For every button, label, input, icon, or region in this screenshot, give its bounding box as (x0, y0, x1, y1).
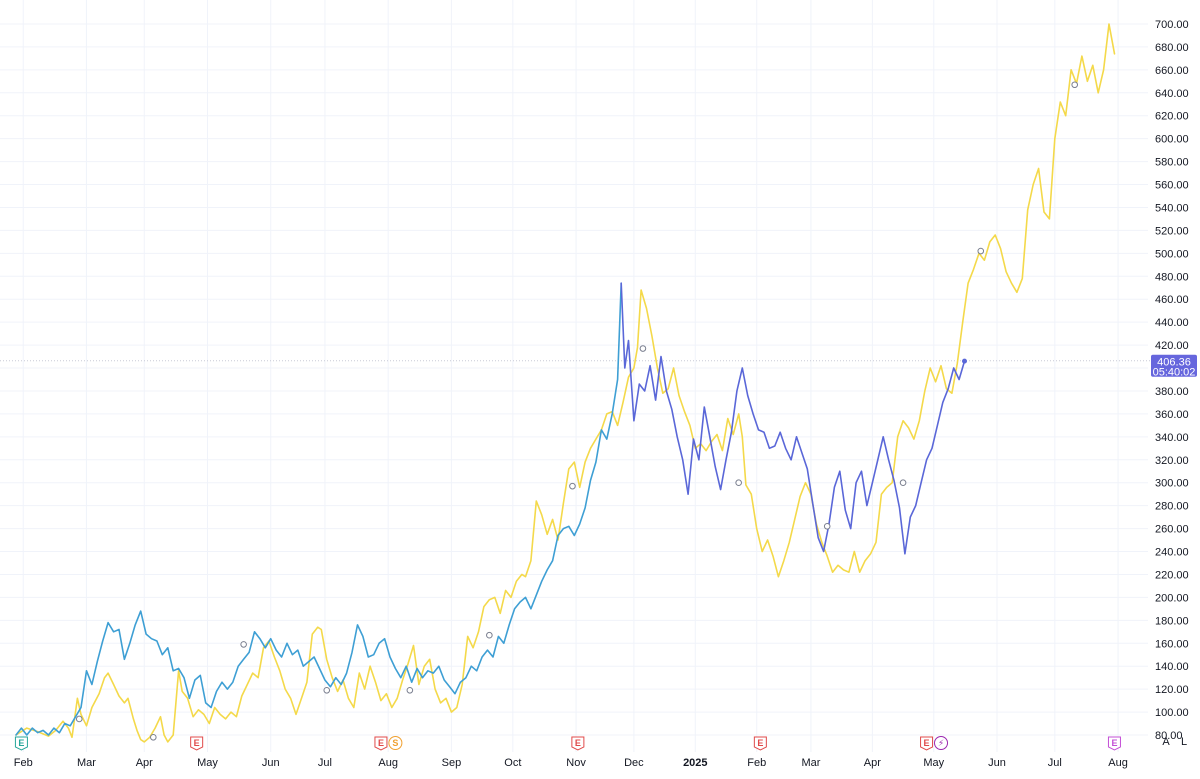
y-tick-label: 100.00 (1155, 707, 1189, 719)
y-tick-label: 560.00 (1155, 180, 1189, 192)
event-marker[interactable]: ⚡ (934, 736, 949, 750)
last-price-tag: 406.36 05:40:02 (1151, 354, 1197, 379)
y-axis[interactable]: 80.00 100.00 120.00 140.00 160.00 180.00 200.0… (1155, 19, 1189, 742)
event-marker-label: ⚡ (938, 738, 944, 748)
y-tick-label: 240.00 (1155, 547, 1189, 559)
y-tick-label: 500.00 (1155, 248, 1189, 260)
auto-scale-button[interactable]: A (1162, 736, 1170, 748)
y-tick-label: 600.00 (1155, 134, 1189, 146)
series-line-1 (15, 282, 622, 736)
y-tick-label: 360.00 (1155, 409, 1189, 421)
x-tick-label: Sep (442, 757, 462, 769)
y-tick-label: 420.00 (1155, 340, 1189, 352)
marker-dot[interactable] (823, 522, 831, 530)
event-marker[interactable]: E (374, 736, 388, 751)
marker-dot[interactable] (486, 631, 493, 639)
grid (0, 0, 1148, 752)
y-tick-label: 260.00 (1155, 524, 1189, 536)
marker-dot[interactable] (735, 479, 742, 486)
log-scale-button[interactable]: L (1181, 736, 1187, 748)
marker-dot[interactable] (899, 479, 907, 486)
x-tick-label: Jun (988, 757, 1006, 769)
countdown-value: 05:40:02 (1153, 367, 1196, 379)
last-price-dot (962, 358, 967, 364)
event-marker-label: E (1111, 738, 1117, 748)
event-marker-label: E (18, 738, 24, 748)
event-marker[interactable]: E (571, 736, 585, 751)
y-tick-label: 380.00 (1155, 386, 1189, 398)
event-marker[interactable]: S (388, 736, 403, 750)
event-marker[interactable]: E (753, 736, 767, 751)
auto-scale-label[interactable]: A (1162, 736, 1170, 748)
y-tick-label: 580.00 (1155, 157, 1189, 169)
x-tick-label: Jun (262, 757, 280, 769)
y-tick-label: 540.00 (1155, 202, 1189, 214)
y-tick-label: 480.00 (1155, 271, 1189, 283)
event-marker-label: E (378, 738, 384, 748)
x-tick-label: Feb (14, 757, 33, 769)
marker-dot[interactable] (323, 686, 331, 694)
marker-dot[interactable] (639, 345, 647, 352)
y-tick-label: 280.00 (1155, 501, 1189, 513)
y-tick-label: 700.00 (1155, 19, 1189, 31)
x-tick-label: Mar (801, 757, 820, 769)
x-tick-label: May (923, 757, 944, 769)
series-line-0 (15, 23, 1116, 743)
y-tick-label: 120.00 (1155, 684, 1189, 696)
series-lines (15, 23, 1116, 743)
y-tick-label: 160.00 (1155, 638, 1189, 650)
x-tick-label: Nov (566, 757, 586, 769)
y-tick-label: 520.00 (1155, 225, 1189, 237)
x-tick-label: Jul (1048, 757, 1062, 769)
y-tick-label: 320.00 (1155, 455, 1189, 467)
x-tick-label: Mar (77, 757, 96, 769)
marker-dot[interactable] (977, 247, 985, 255)
y-tick-label: 180.00 (1155, 615, 1189, 627)
event-marker-label: E (757, 738, 763, 748)
x-tick-label: Jul (318, 757, 332, 769)
event-marker-label: E (194, 738, 200, 748)
x-tick-label: Apr (136, 757, 153, 769)
y-tick-label: 440.00 (1155, 317, 1189, 329)
x-tick-label: Dec (624, 757, 644, 769)
x-tick-label: Oct (504, 757, 521, 769)
y-tick-label: 660.00 (1155, 65, 1189, 77)
marker-dot[interactable] (240, 641, 247, 648)
y-tick-label: 140.00 (1155, 661, 1189, 673)
y-tick-label: 680.00 (1155, 42, 1189, 54)
y-tick-label: 300.00 (1155, 478, 1189, 490)
y-tick-label: 620.00 (1155, 111, 1189, 123)
event-marker[interactable]: E (1107, 736, 1121, 751)
x-tick-label: Feb (747, 757, 766, 769)
marker-dot[interactable] (406, 686, 414, 694)
y-tick-label: 200.00 (1155, 592, 1189, 604)
event-marker[interactable]: E (920, 736, 934, 751)
x-tick-label: Aug (378, 757, 398, 769)
x-tick-label: 2025 (683, 757, 707, 769)
y-tick-label: 640.00 (1155, 88, 1189, 100)
event-marker-label: E (575, 738, 581, 748)
marker-dot[interactable] (569, 482, 576, 490)
y-tick-label: 340.00 (1155, 432, 1189, 444)
y-tick-label: 220.00 (1155, 569, 1189, 581)
event-marker[interactable]: E (190, 736, 204, 751)
marker-dot[interactable] (75, 715, 83, 723)
event-marker-label: S (392, 738, 398, 748)
x-tick-label: Aug (1108, 757, 1128, 769)
series-line-2 (620, 282, 966, 555)
y-tick-label: 80.00 (1155, 730, 1183, 742)
marker-dot[interactable] (150, 733, 157, 741)
event-marker[interactable]: E (14, 736, 28, 751)
y-tick-label: 460.00 (1155, 294, 1189, 306)
log-scale-label[interactable]: L (1181, 736, 1187, 748)
event-marker-label: E (924, 738, 930, 748)
x-axis[interactable]: Feb Mar Apr May Jun Jul Aug Sep Oct Nov Dec 2025 Feb… (14, 757, 1128, 769)
marker-dot[interactable] (1071, 81, 1079, 89)
last-price-value: 406.36 (1157, 357, 1191, 369)
event-markers: E E E S E E E ⚡ E (14, 736, 1121, 751)
series-markers (75, 81, 1079, 741)
x-tick-label: Apr (864, 757, 881, 769)
x-tick-label: May (197, 757, 218, 769)
